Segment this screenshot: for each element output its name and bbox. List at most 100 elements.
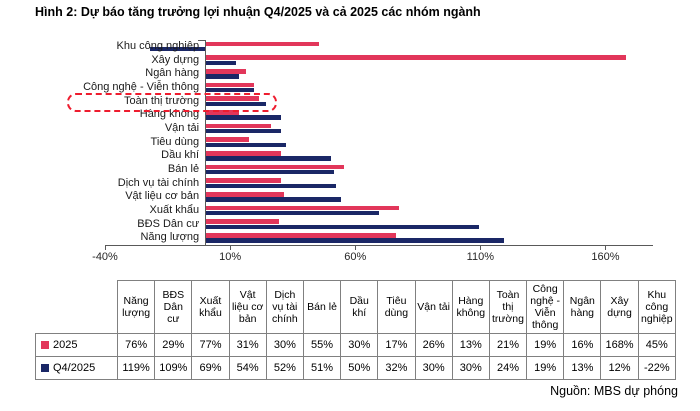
table-cell: 51% (302, 356, 342, 380)
category-label: Tiêu dùng (150, 135, 200, 148)
table-header-cell: Dịch vụ tài chính (265, 280, 304, 334)
category-label: BĐS Dân cư (137, 217, 200, 230)
bar-2025-5 (206, 96, 259, 101)
table-header-cell: Ngân hàng (563, 280, 602, 334)
chart-plot-area (105, 40, 653, 246)
table-header-cell: Bán lẻ (302, 280, 342, 334)
table-cell: 30% (414, 356, 453, 380)
legend-cell: Q4/2025 (35, 356, 118, 380)
table-cell: 109% (154, 356, 193, 380)
table-cell: 76% (116, 333, 156, 357)
category-label: Năng lượng (140, 231, 200, 244)
x-axis-tick-label: -40% (92, 251, 118, 263)
bar-q4-2025-13 (206, 210, 379, 216)
bar-q4-2025-15 (206, 238, 504, 243)
table-cell: 32% (377, 356, 416, 380)
bar-q4-2025-5 (206, 101, 267, 107)
table-cell: 30% (265, 333, 304, 357)
table-cell: 69% (191, 356, 230, 380)
category-label: Vật liệu cơ bản (125, 190, 200, 203)
table-header-cell: Dầu khí (340, 280, 379, 334)
table-header-cell: Xây dựng (600, 280, 639, 334)
legend-swatch (41, 364, 49, 372)
bar-2025-13 (206, 205, 399, 211)
bar-2025-2 (206, 55, 627, 60)
bar-2025-7 (206, 123, 272, 129)
table-cell: 55% (302, 333, 342, 357)
bar-q4-2025-9 (206, 156, 332, 161)
table-header-cell: Xuất khẩu (191, 280, 230, 334)
zero-axis-top-tick (198, 40, 206, 41)
grouped-bar-chart: Khu công nghiệp Xây dựng Ngân hàng Công ngh… (0, 36, 700, 272)
bar-2025-3 (206, 69, 247, 74)
table-cell: 54% (228, 356, 267, 380)
bar-2025-14 (206, 219, 279, 224)
table-cell: 19% (526, 333, 565, 357)
table-header-cell: Vật liệu cơ bản (228, 280, 267, 334)
table-cell: 168% (600, 333, 639, 357)
table-cell: 52% (265, 356, 304, 380)
bar-2025-4 (206, 82, 254, 88)
bar-2025-11 (206, 178, 282, 183)
bar-2025-9 (206, 151, 282, 156)
bar-q4-2025-8 (206, 142, 287, 148)
bar-2025-8 (206, 137, 249, 142)
table-row: 2025 76% 29% 77% 31% 30% 55% 30% 17% 26% 13% 21% 19%… (35, 333, 677, 357)
bar-2025-1 (206, 41, 319, 47)
table-cell: 17% (377, 333, 416, 357)
bar-q4-2025-14 (206, 224, 479, 230)
table-cell: 21% (488, 333, 528, 357)
x-axis-tick (480, 246, 482, 250)
bar-q4-2025-2 (206, 60, 237, 66)
bar-q4-2025-4 (206, 87, 254, 93)
table-header-cell: Tiêu dùng (377, 280, 416, 334)
bar-2025-15 (206, 233, 397, 238)
data-table: Năng lượng BĐS Dân cư Xuất khẩu Vật liệu cơ… (35, 280, 677, 380)
table-cell: 12% (600, 356, 639, 380)
table-header-cell: Toàn thị trường (488, 280, 528, 334)
table-cell: 45% (637, 333, 677, 357)
table-cell: 50% (340, 356, 379, 380)
category-label: Vận tải (164, 122, 200, 134)
source-note: Nguồn: MBS dự phóng (550, 384, 678, 398)
table-cell: 24% (488, 356, 528, 380)
table-header-cell: BĐS Dân cư (154, 280, 193, 334)
bar-q4-2025-7 (206, 128, 282, 134)
bar-2025-10 (206, 164, 344, 170)
x-axis-tick-label: 160% (591, 251, 620, 263)
table-row: Q4/2025 119% 109% 69% 54% 52% 51% 50% 32% 30% 30% 2… (35, 356, 677, 380)
table-cell: 29% (154, 333, 193, 357)
table-header-cell: Vận tải (414, 280, 453, 334)
bar-q4-2025-12 (206, 197, 342, 202)
table-header-cell: Công nghệ - Viễn thông (526, 280, 565, 334)
bar-q4-2025-1 (150, 46, 206, 52)
category-label: Xây dựng (151, 53, 200, 66)
bar-q4-2025-3 (206, 74, 239, 79)
category-label: Ngân hàng (145, 67, 200, 80)
table-header-cell: Hàng không (451, 280, 490, 334)
table-cell: 13% (563, 356, 602, 380)
category-label: Công nghệ - Viễn thông (83, 81, 200, 93)
table-cell: 16% (563, 333, 602, 357)
x-axis-tick (605, 246, 607, 250)
table-cell: -22% (637, 356, 677, 380)
bar-q4-2025-11 (206, 183, 337, 189)
category-label: Xuất khẩu (149, 204, 200, 216)
table-corner-cell (35, 280, 118, 334)
figure-title: Hình 2: Dự báo tăng trưởng lợi nhuận Q4/… (35, 5, 481, 19)
zero-axis-line (205, 40, 207, 245)
table-cell: 77% (191, 333, 230, 357)
category-label: Dịch vụ tài chính (117, 176, 200, 189)
highlight-box-toan-thi-truong (67, 93, 277, 113)
table-cell: 13% (451, 333, 490, 357)
table-cell: 31% (228, 333, 267, 357)
table-cell: 19% (526, 356, 565, 380)
category-label: Khu công nghiệp (116, 40, 200, 52)
x-axis-tick-label: 10% (219, 251, 242, 263)
x-axis-tick-label: 60% (344, 251, 367, 263)
category-label: Toàn thị trường (123, 94, 200, 107)
category-label: Dầu khí (161, 149, 200, 162)
bar-2025-6 (206, 110, 239, 115)
table-header-cell: Năng lượng (116, 280, 156, 334)
